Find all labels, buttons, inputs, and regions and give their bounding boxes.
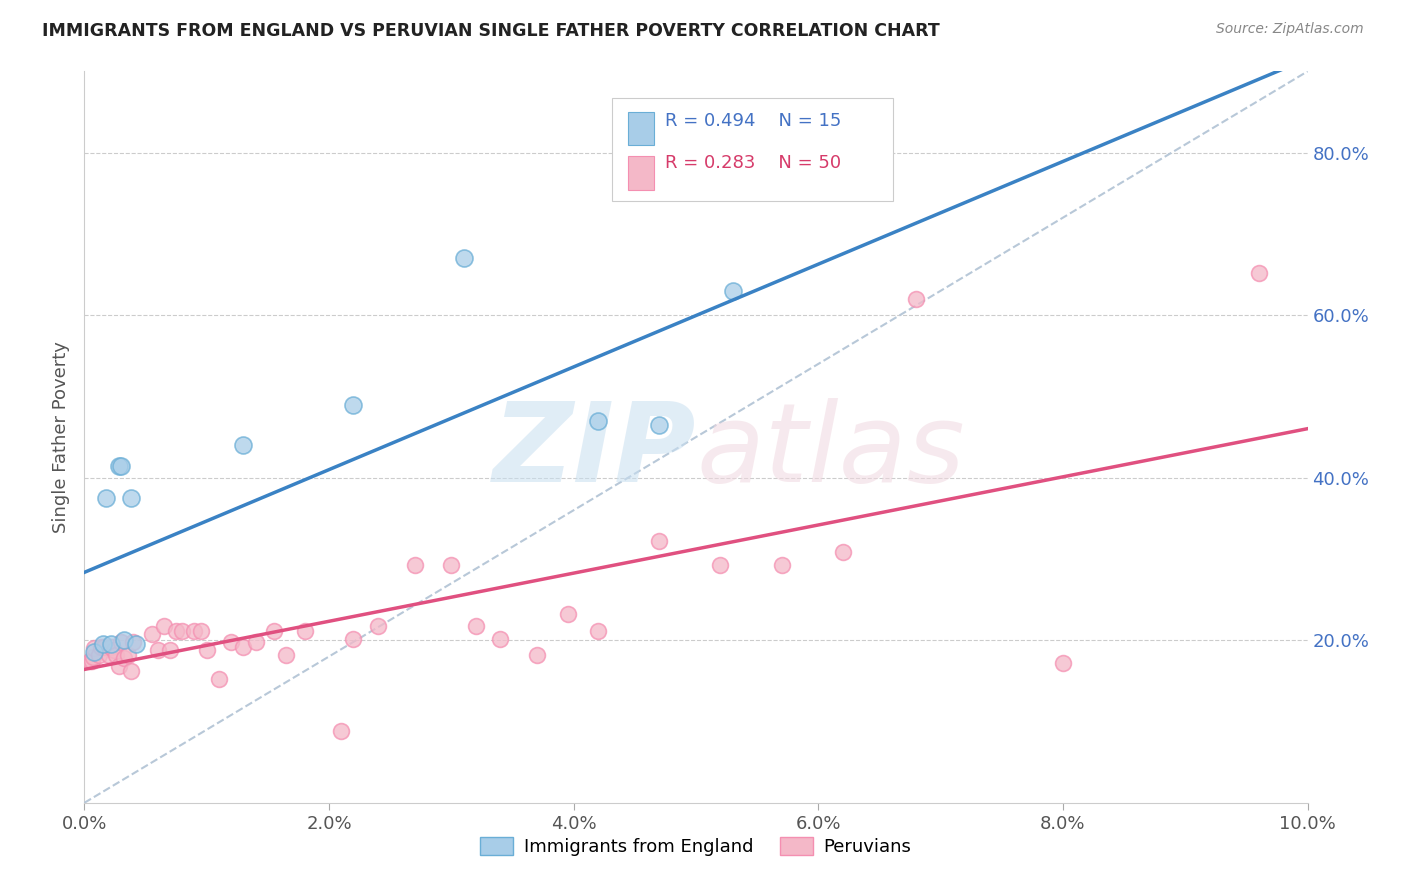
Point	[107, 458, 129, 473]
Point	[232, 438, 254, 452]
Point	[96, 491, 118, 505]
Point	[100, 640, 122, 654]
Point	[831, 545, 853, 559]
Point	[294, 624, 316, 638]
Point	[1052, 656, 1074, 670]
Point	[195, 643, 218, 657]
Point	[263, 624, 285, 638]
Point	[91, 637, 114, 651]
Point	[219, 635, 242, 649]
Point	[276, 648, 298, 662]
Y-axis label: Single Father Poverty: Single Father Poverty	[52, 341, 70, 533]
Point	[190, 624, 212, 638]
Point	[770, 558, 793, 573]
Point	[586, 624, 609, 638]
Point	[905, 292, 928, 306]
Point	[232, 640, 254, 654]
Point	[440, 558, 463, 573]
Point	[87, 648, 110, 662]
Point	[464, 618, 486, 632]
Point	[404, 558, 426, 573]
Point	[120, 491, 142, 505]
Point	[79, 654, 101, 668]
Point	[342, 632, 364, 646]
Text: atlas: atlas	[696, 398, 965, 505]
Point	[709, 558, 731, 573]
Text: R = 0.283    N = 50: R = 0.283 N = 50	[665, 154, 841, 172]
Point	[112, 633, 135, 648]
Point	[489, 632, 512, 646]
Point	[648, 534, 671, 549]
Text: R = 0.494    N = 15: R = 0.494 N = 15	[665, 112, 841, 129]
Point	[453, 252, 475, 266]
Legend: Immigrants from England, Peruvians: Immigrants from England, Peruvians	[474, 830, 918, 863]
Point	[103, 643, 125, 657]
Point	[105, 648, 128, 662]
Point	[721, 284, 744, 298]
Point	[648, 417, 671, 432]
Point	[183, 624, 205, 638]
Point	[112, 651, 135, 665]
Point	[153, 618, 176, 632]
Point	[117, 648, 139, 662]
Point	[159, 643, 181, 657]
Point	[146, 643, 169, 657]
Point	[165, 624, 187, 638]
Point	[82, 649, 104, 664]
Point	[245, 635, 267, 649]
Point	[100, 637, 122, 651]
Point	[141, 626, 163, 640]
Text: ZIP: ZIP	[492, 398, 696, 505]
Point	[122, 635, 145, 649]
Point	[83, 645, 105, 659]
Point	[107, 659, 129, 673]
Point	[120, 664, 142, 678]
Point	[110, 635, 132, 649]
Point	[83, 641, 105, 656]
Point	[208, 673, 231, 687]
Point	[526, 648, 548, 662]
Point	[97, 648, 120, 662]
Point	[93, 640, 115, 654]
Text: IMMIGRANTS FROM ENGLAND VS PERUVIAN SINGLE FATHER POVERTY CORRELATION CHART: IMMIGRANTS FROM ENGLAND VS PERUVIAN SING…	[42, 22, 941, 40]
Point	[342, 398, 364, 412]
Text: Source: ZipAtlas.com: Source: ZipAtlas.com	[1216, 22, 1364, 37]
Point	[557, 607, 579, 622]
Point	[367, 618, 389, 632]
Point	[1247, 266, 1270, 280]
Point	[330, 724, 353, 739]
Point	[586, 414, 609, 428]
Point	[110, 458, 132, 473]
Point	[80, 654, 103, 668]
Point	[90, 640, 112, 654]
Point	[172, 624, 194, 638]
Point	[125, 637, 148, 651]
